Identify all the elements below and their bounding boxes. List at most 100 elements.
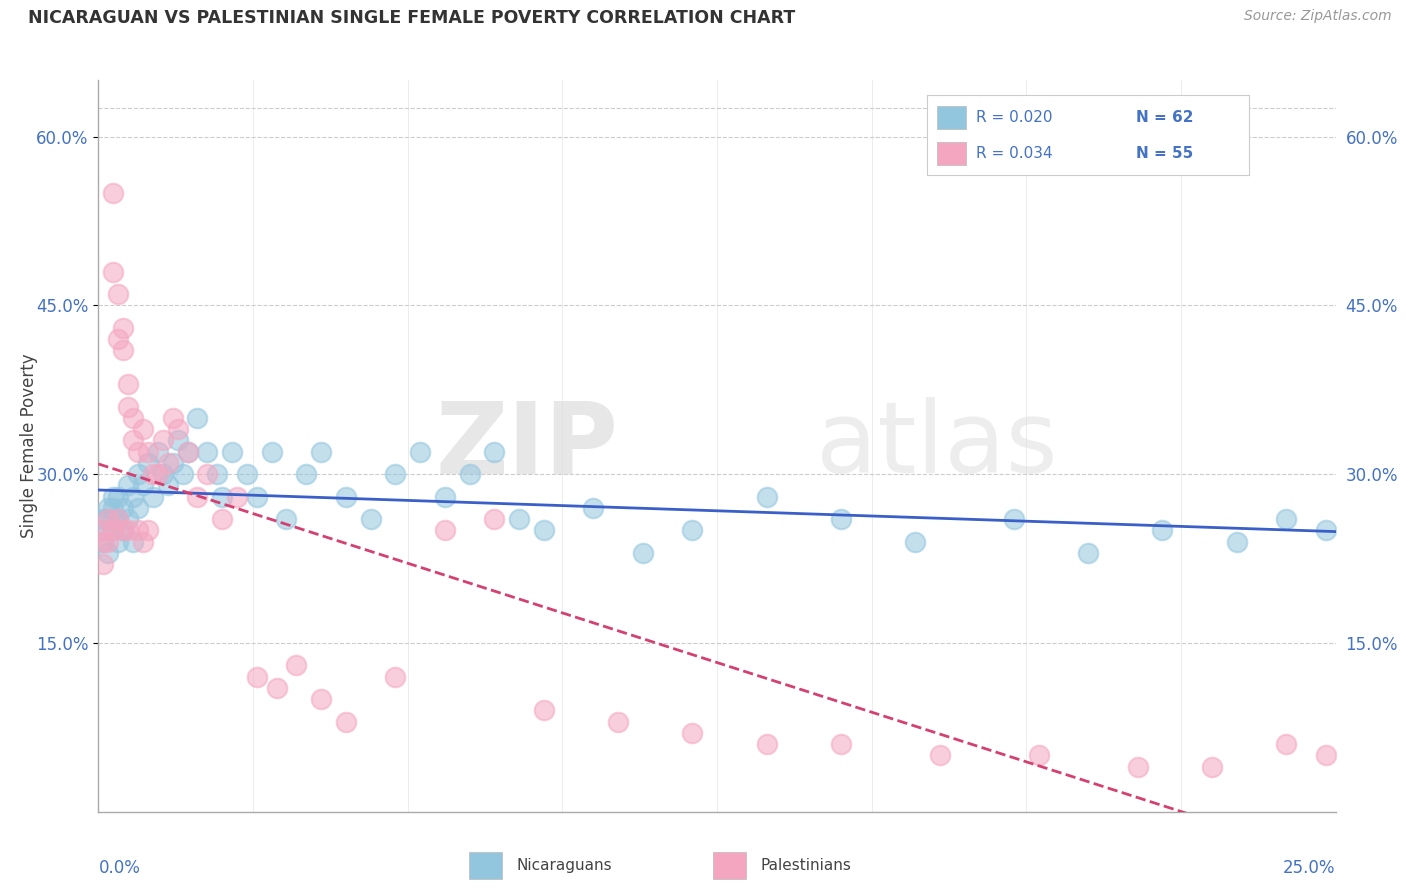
Point — [107, 534, 129, 549]
Point — [146, 444, 169, 458]
Point — [335, 490, 357, 504]
Point — [112, 500, 135, 515]
Point — [205, 467, 228, 482]
Point — [1275, 737, 1298, 751]
Point — [186, 490, 208, 504]
Point — [103, 500, 125, 515]
Point — [1002, 512, 1025, 526]
Point — [162, 456, 184, 470]
Point — [226, 490, 249, 504]
Text: atlas: atlas — [815, 398, 1057, 494]
Point — [533, 703, 555, 717]
Point — [107, 512, 129, 526]
Point — [156, 456, 179, 470]
Point — [508, 512, 530, 526]
Point — [127, 444, 149, 458]
Point — [97, 534, 120, 549]
Point — [117, 478, 139, 492]
Point — [112, 524, 135, 538]
Point — [582, 500, 605, 515]
Point — [266, 681, 288, 695]
Point — [127, 524, 149, 538]
Point — [103, 524, 125, 538]
Text: 25.0%: 25.0% — [1284, 859, 1336, 877]
Point — [309, 444, 332, 458]
Point — [533, 524, 555, 538]
Point — [93, 534, 115, 549]
Point — [127, 467, 149, 482]
Text: ZIP: ZIP — [436, 398, 619, 494]
Point — [631, 546, 654, 560]
Text: R = 0.034: R = 0.034 — [976, 146, 1052, 161]
Point — [409, 444, 432, 458]
Point — [112, 343, 135, 358]
Point — [484, 512, 506, 526]
Point — [1226, 534, 1249, 549]
FancyBboxPatch shape — [936, 106, 966, 128]
Point — [107, 490, 129, 504]
Point — [127, 500, 149, 515]
Text: Palestinians: Palestinians — [761, 858, 851, 872]
Point — [1315, 524, 1337, 538]
Point — [93, 534, 115, 549]
Point — [117, 377, 139, 392]
Point — [904, 534, 927, 549]
Point — [146, 467, 169, 482]
FancyBboxPatch shape — [713, 852, 747, 879]
Point — [107, 512, 129, 526]
Point — [93, 557, 115, 571]
Point — [93, 524, 115, 538]
Point — [360, 512, 382, 526]
Point — [117, 524, 139, 538]
Point — [117, 512, 139, 526]
Point — [260, 444, 283, 458]
Point — [285, 658, 308, 673]
Point — [433, 524, 456, 538]
Point — [276, 512, 298, 526]
Point — [162, 410, 184, 425]
Point — [681, 524, 703, 538]
Point — [103, 524, 125, 538]
Point — [117, 400, 139, 414]
Point — [246, 670, 269, 684]
Point — [755, 490, 778, 504]
Point — [97, 500, 120, 515]
Point — [107, 332, 129, 346]
Text: Source: ZipAtlas.com: Source: ZipAtlas.com — [1244, 9, 1392, 23]
Point — [830, 737, 852, 751]
Text: R = 0.020: R = 0.020 — [976, 110, 1052, 125]
Point — [384, 670, 406, 684]
Point — [112, 524, 135, 538]
Point — [246, 490, 269, 504]
Point — [309, 692, 332, 706]
Text: NICARAGUAN VS PALESTINIAN SINGLE FEMALE POVERTY CORRELATION CHART: NICARAGUAN VS PALESTINIAN SINGLE FEMALE … — [28, 9, 796, 27]
Point — [176, 444, 198, 458]
Point — [97, 512, 120, 526]
Point — [211, 512, 233, 526]
Point — [152, 467, 174, 482]
Point — [132, 478, 155, 492]
Point — [132, 422, 155, 436]
Point — [236, 467, 259, 482]
FancyBboxPatch shape — [936, 143, 966, 165]
Point — [195, 467, 218, 482]
Point — [136, 456, 159, 470]
Point — [1315, 748, 1337, 763]
Point — [830, 512, 852, 526]
Text: N = 55: N = 55 — [1136, 146, 1194, 161]
Point — [97, 546, 120, 560]
Point — [195, 444, 218, 458]
Text: 0.0%: 0.0% — [98, 859, 141, 877]
Point — [176, 444, 198, 458]
Point — [166, 434, 188, 448]
Point — [928, 748, 950, 763]
Point — [1201, 760, 1223, 774]
Y-axis label: Single Female Poverty: Single Female Poverty — [20, 354, 38, 538]
Point — [433, 490, 456, 504]
Point — [1126, 760, 1149, 774]
Point — [172, 467, 194, 482]
Point — [384, 467, 406, 482]
Point — [221, 444, 243, 458]
Point — [152, 434, 174, 448]
Point — [122, 434, 145, 448]
